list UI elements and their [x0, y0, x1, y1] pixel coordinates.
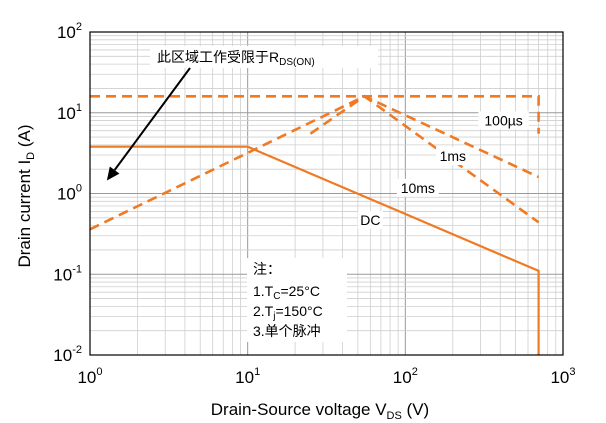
annotation-text: 此区域工作受限于RDS(ON) — [157, 49, 315, 68]
rdson-limit-annotation: 此区域工作受限于RDS(ON) — [106, 46, 378, 181]
note-line: 2.Tj=150°C — [253, 303, 323, 322]
plot-frame — [89, 31, 564, 356]
x-axis-ticks: 100 101 102 103 — [77, 366, 575, 387]
annotation-background — [150, 46, 378, 68]
note-background — [247, 258, 347, 342]
series-line-dc — [90, 145, 540, 355]
curve-label: DC — [360, 212, 380, 228]
annotation-arrowhead — [106, 166, 120, 181]
x-tick-label: 103 — [550, 366, 575, 387]
curve-label: 100µs — [484, 112, 522, 128]
annotation-arrow — [113, 67, 191, 171]
note-lines: 1.TC=25°C2.Tj=150°C3.单个脉冲 — [253, 283, 323, 339]
x-axis-label: Drain-Source voltage VDS (V) — [211, 400, 429, 422]
curve-label: 10ms — [401, 180, 435, 196]
curve-label: 1ms — [440, 148, 466, 164]
y-tick-label: 10-1 — [53, 263, 82, 284]
note-box: 注： 1.TC=25°C2.Tj=150°C3.单个脉冲 — [247, 258, 347, 342]
y-tick-label: 100 — [57, 183, 82, 204]
y-axis-label: Drain current ID (A) — [15, 124, 37, 267]
curve-label-background — [396, 178, 439, 197]
grid — [89, 32, 563, 356]
y-axis-ticks: 10-2 10-1 100 101 102 — [53, 21, 82, 365]
y-tick-label: 101 — [57, 102, 82, 123]
note-line: 3.单个脉冲 — [253, 323, 321, 339]
series-line-100s — [90, 95, 540, 134]
note-title: 注： — [253, 261, 281, 277]
curve-label-background — [436, 146, 470, 165]
curves — [89, 94, 540, 355]
curve-label-background — [478, 111, 529, 130]
series-line-1ms — [309, 94, 540, 179]
x-tick-label: 102 — [393, 366, 418, 387]
note-line: 1.TC=25°C — [253, 283, 320, 302]
y-tick-label: 102 — [57, 21, 82, 42]
curve-labels: 100µs 1ms 10ms DC — [357, 111, 529, 229]
curve-label-background — [357, 210, 383, 229]
y-tick-label: 10-2 — [53, 344, 82, 365]
x-tick-label: 100 — [77, 366, 102, 387]
x-tick-label: 101 — [235, 366, 260, 387]
